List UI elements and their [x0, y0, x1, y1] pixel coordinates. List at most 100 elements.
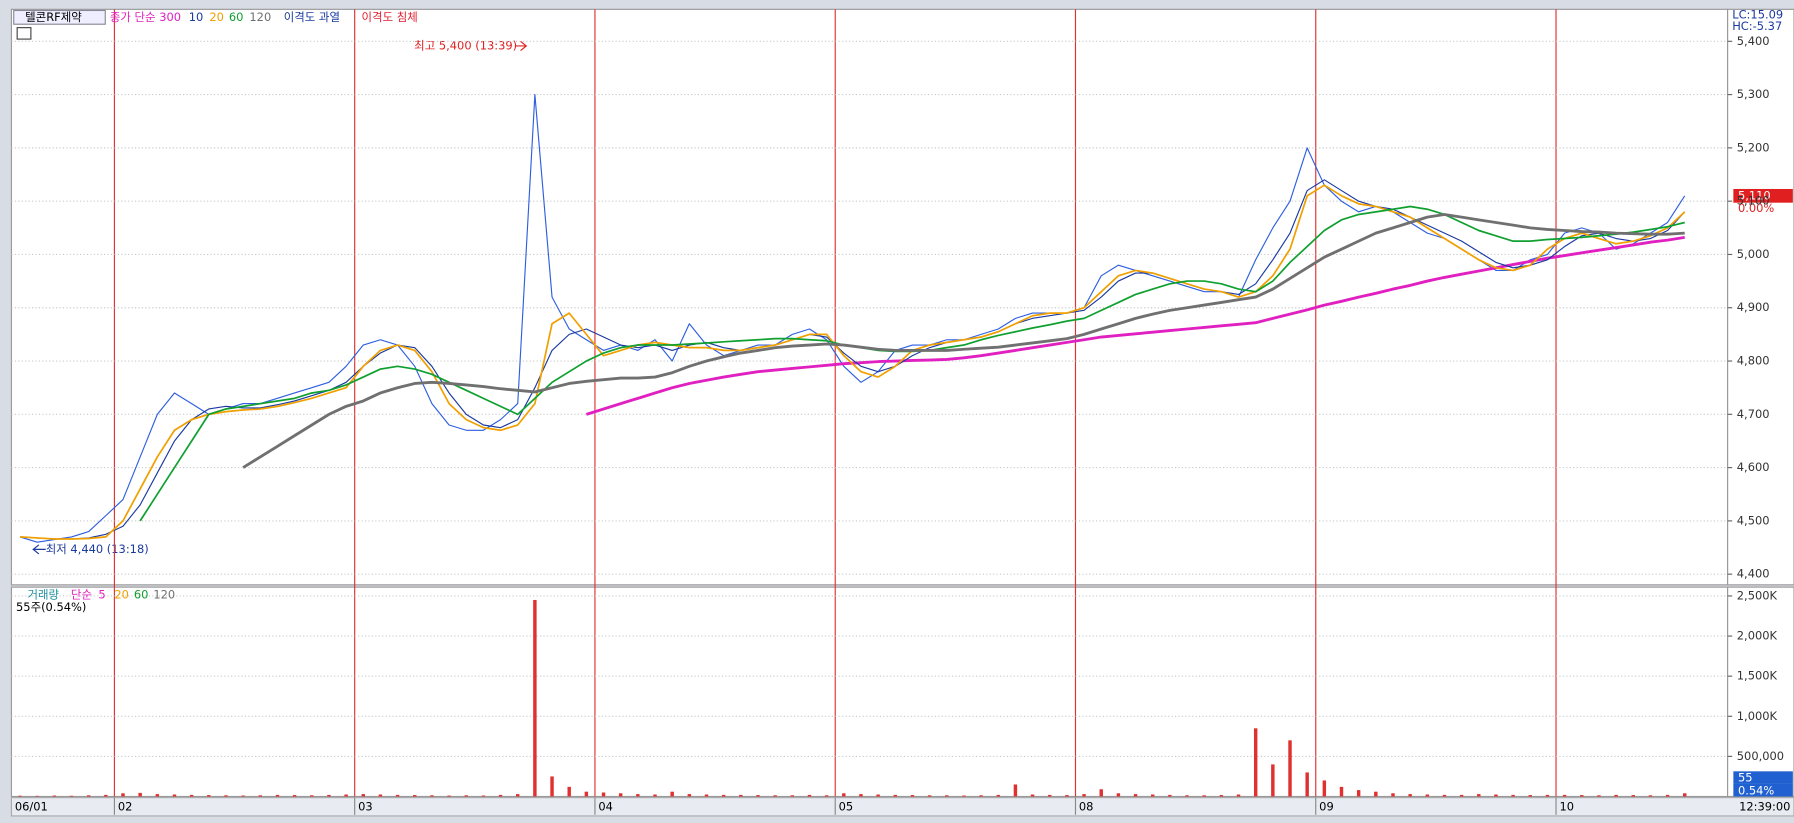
volume-bar: [756, 795, 760, 797]
y-tick-label: 2,000K: [1737, 629, 1778, 643]
volume-bar: [1391, 793, 1395, 797]
y-tick-label: 5,100: [1737, 194, 1770, 208]
table-icon[interactable]: [16, 27, 32, 40]
volume-bar: [1253, 728, 1258, 797]
volume-change: 0.54%: [1738, 783, 1774, 797]
volume-legend: 120: [153, 588, 175, 602]
legend-entry[interactable]: 20: [209, 10, 224, 24]
legend-entry[interactable]: 120: [249, 10, 271, 24]
volume-bar: [876, 794, 880, 797]
y-tick-label: 2,500K: [1737, 588, 1778, 602]
volume-bar: [327, 794, 331, 797]
legend-entry[interactable]: 60: [229, 10, 244, 24]
moving-average: [242, 213, 1685, 469]
volume-bar: [790, 795, 795, 797]
volume-bar: [670, 791, 674, 797]
legend-entry[interactable]: 10: [189, 10, 204, 24]
volume-bar: [155, 794, 160, 797]
volume-change-box: [1733, 783, 1793, 797]
y-tick-label: 5,400: [1737, 34, 1770, 48]
volume-bar: [996, 794, 1000, 797]
volume-bar: [1048, 794, 1052, 797]
y-tick-label: 5,300: [1737, 87, 1770, 101]
volume-bar: [1030, 794, 1035, 797]
volume-bar: [447, 795, 451, 797]
volume-bar: [1185, 795, 1189, 797]
y-tick-label: 4,900: [1737, 300, 1770, 314]
volume-bar: [172, 794, 177, 797]
volume-legend: 단순: [71, 588, 92, 602]
volume-bar: [1408, 794, 1412, 797]
date-label: 08: [1079, 799, 1094, 813]
volume-bar: [1683, 793, 1687, 797]
indicator[interactable]: 이격도 침체: [362, 10, 418, 24]
date-label: 05: [839, 799, 854, 813]
volume-bar: [1459, 794, 1464, 797]
low-annotation: 최저 4,440 (13:18): [46, 542, 149, 556]
low-arrow: [32, 544, 46, 555]
volume-bar: [1631, 795, 1635, 797]
stock-name[interactable]: 텔콘RF제약: [25, 10, 82, 24]
volume-bar: [378, 794, 383, 797]
volume-bar: [1150, 794, 1155, 797]
volume-bar: [704, 794, 709, 797]
volume-bar: [1374, 791, 1378, 797]
y-tick-label: 5,200: [1737, 140, 1770, 154]
volume-bar: [584, 791, 589, 797]
volume-bar: [807, 794, 812, 797]
lc-label: LC:15.09: [1732, 8, 1783, 22]
volume-legend: 5: [98, 588, 105, 602]
volume-bar: [1562, 794, 1567, 797]
volume-bar: [430, 795, 434, 797]
volume-bar: [618, 793, 623, 797]
volume-bar: [945, 795, 949, 797]
volume-bar: [52, 795, 57, 797]
volume-bar: [567, 786, 571, 797]
volume-bar: [1614, 794, 1618, 797]
volume-bar: [224, 795, 228, 797]
volume-bar: [498, 794, 503, 797]
legend-entry[interactable]: 종가 단순 300: [110, 10, 181, 24]
volume-bar: [636, 794, 640, 797]
volume-bar: [739, 794, 743, 797]
y-tick-label: 500,000: [1737, 749, 1784, 763]
volume-bar: [1236, 794, 1241, 797]
volume-legend: 20: [114, 588, 129, 602]
volume-bar: [927, 795, 932, 797]
volume-bar: [550, 776, 554, 797]
volume-bar: [721, 794, 726, 797]
volume-bar: [1288, 740, 1292, 797]
volume-bar: [1065, 795, 1069, 797]
volume-bar: [1597, 795, 1601, 797]
y-tick-label: 4,800: [1737, 354, 1770, 368]
volume-bar: [1442, 794, 1447, 797]
volume-bar: [1013, 784, 1018, 797]
y-tick-label: 1,500K: [1737, 669, 1778, 683]
volume-legend: 거래량: [27, 588, 59, 602]
volume-bar: [1356, 790, 1361, 797]
volume-bar: [1271, 764, 1275, 797]
volume-bar: [275, 794, 280, 797]
volume-bar: [824, 795, 829, 797]
indicator[interactable]: 이격도 과열: [284, 10, 340, 24]
volume-bar: [1219, 795, 1224, 797]
moving-average: [19, 184, 1686, 540]
clock: 12:39:00: [1739, 799, 1790, 813]
volume-bar: [344, 794, 348, 797]
volume-bar: [601, 792, 606, 797]
volume-bar: [395, 794, 400, 797]
y-tick-label: 4,700: [1737, 407, 1770, 421]
volume-bar: [1494, 794, 1498, 797]
volume-bar: [842, 793, 846, 797]
volume-bar: [1580, 795, 1584, 797]
volume-bar: [1511, 794, 1515, 797]
volume-panel: [10, 586, 1729, 798]
y-tick-label: 4,500: [1737, 513, 1770, 527]
stock-name-box[interactable]: [13, 9, 106, 25]
high-annotation: 최고 5,400 (13:39): [414, 38, 517, 52]
hc-label: HC:-5.37: [1732, 19, 1782, 33]
price-change: 0.00%: [1738, 201, 1774, 215]
volume-bar: [533, 599, 537, 797]
